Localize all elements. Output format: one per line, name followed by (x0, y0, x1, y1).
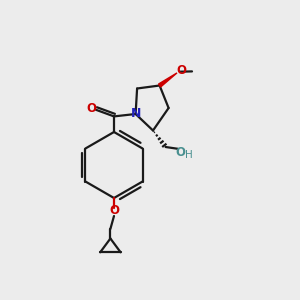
Text: O: O (87, 102, 97, 115)
Text: O: O (176, 64, 186, 77)
Polygon shape (158, 73, 177, 87)
Text: O: O (109, 204, 119, 218)
Text: N: N (131, 107, 141, 120)
Text: O: O (175, 146, 185, 159)
Text: H: H (184, 150, 192, 161)
